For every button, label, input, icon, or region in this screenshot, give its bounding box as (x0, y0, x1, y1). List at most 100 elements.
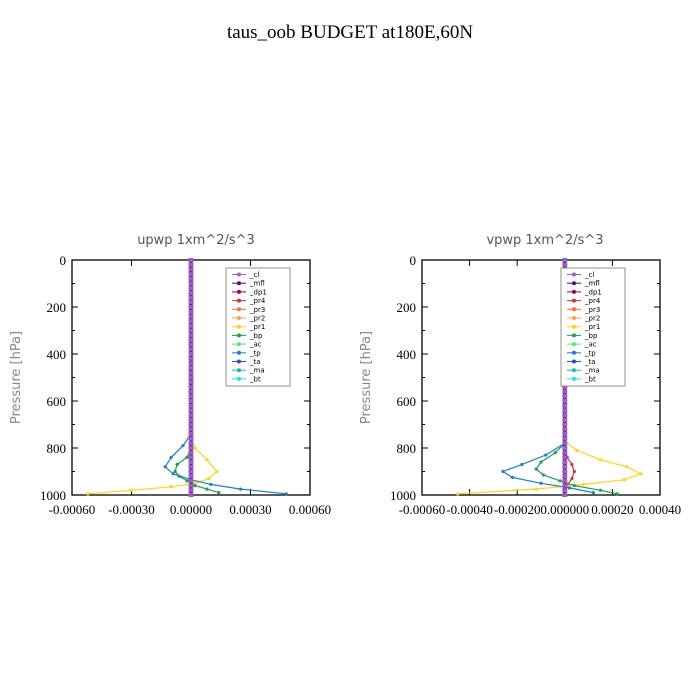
legend-label: _tp (584, 349, 596, 357)
series-point-bp (572, 484, 576, 488)
series-point-pr1 (456, 492, 460, 496)
legend-label: _cl (584, 271, 594, 279)
x-tick-label: 0.000000 (540, 502, 589, 517)
zero-profile-marker (562, 427, 568, 432)
series-point-bp (598, 488, 603, 492)
zero-profile-marker (562, 441, 568, 446)
legend-label: _ta (584, 358, 596, 366)
zero-profile-marker (188, 478, 194, 483)
series-point-pr1 (534, 487, 538, 491)
zero-profile-marker (562, 408, 568, 413)
legend-label: _pr2 (249, 315, 265, 323)
series-point-pr1 (169, 485, 173, 489)
x-tick-label: -0.00060 (399, 502, 446, 517)
series-line-pr1 (457, 440, 643, 495)
legend-marker (237, 298, 241, 303)
series-point-pr1 (207, 476, 211, 481)
legend-label: _ma (584, 367, 600, 375)
zero-profile-marker (188, 361, 194, 366)
zero-profile-marker (562, 436, 568, 441)
series-point-pr1 (625, 465, 629, 469)
series-point-pr4 (570, 476, 574, 481)
legend-label: _pr3 (249, 306, 265, 314)
legend-label: _pr3 (584, 306, 600, 314)
y-tick-label: 1000 (390, 488, 416, 503)
legend-label: _tp (249, 349, 261, 357)
y-tick-label: 200 (397, 300, 417, 315)
legend-label: _bp (584, 332, 598, 340)
zero-profile-marker (188, 460, 194, 465)
zero-profile-marker (562, 417, 568, 422)
zero-profile-marker (188, 431, 194, 436)
panel-title: upwp 1xm^2/s^3 (137, 233, 255, 248)
zero-profile-marker (562, 394, 568, 399)
y-tick-label: 0 (410, 253, 417, 268)
legend-label: _bp (249, 332, 263, 340)
zero-profile-marker (562, 446, 568, 450)
legend-marker (572, 368, 576, 373)
zero-profile-marker (562, 493, 568, 497)
zero-profile-marker (188, 319, 194, 324)
x-tick-label: -0.00060 (49, 502, 96, 517)
zero-profile-marker (562, 455, 568, 460)
zero-profile-marker (188, 262, 194, 267)
zero-profile-marker (188, 286, 194, 291)
series-point-bp (175, 462, 179, 467)
zero-profile-marker (188, 455, 194, 460)
zero-profile-marker (562, 488, 568, 493)
y-axis-label: Pressure [hPa] (9, 331, 24, 424)
legend-marker (572, 359, 576, 364)
legend-marker (237, 333, 241, 338)
legend-label: _bt (584, 375, 596, 383)
zero-profile-marker (188, 295, 194, 300)
series-point-bp (185, 479, 189, 483)
series-point-pr1 (598, 458, 603, 462)
zero-profile-marker (188, 342, 194, 347)
series-point-bp (193, 484, 197, 488)
series-point-tp (539, 481, 543, 485)
y-tick-label: 1000 (40, 488, 66, 503)
series-point-bp (534, 467, 538, 471)
legend-marker (572, 324, 576, 329)
y-tick-label: 800 (47, 441, 67, 456)
legend-marker (237, 342, 241, 347)
legend-marker (237, 350, 241, 355)
zero-profile-marker (188, 380, 194, 385)
legend-marker (572, 350, 576, 355)
zero-profile-marker (188, 337, 194, 342)
legend-marker (572, 333, 576, 338)
zero-profile-marker (188, 464, 194, 469)
legend-label: _ta (249, 358, 261, 366)
series-point-pr1 (193, 481, 197, 485)
zero-profile-marker (188, 436, 194, 441)
zero-profile-marker (188, 474, 194, 479)
legend-label: _pr4 (584, 297, 601, 305)
x-tick-label: 0.00000 (170, 502, 212, 517)
series-point-bp (558, 479, 562, 483)
legend-label: _pr1 (584, 323, 600, 331)
legend-marker (572, 272, 576, 277)
zero-profile-marker (188, 352, 194, 356)
zero-profile-marker (562, 474, 568, 479)
series-point-pr4 (570, 462, 574, 467)
series-point-tp (209, 482, 213, 487)
series-point-bp (205, 487, 209, 491)
legend-label: _cl (249, 271, 259, 279)
zero-profile-marker (188, 258, 194, 262)
zero-profile-marker (562, 403, 568, 408)
legend-label: _ma (249, 367, 265, 375)
y-tick-label: 200 (47, 300, 67, 315)
series-point-pr1 (86, 492, 90, 496)
legend-marker (237, 368, 241, 373)
series-point-bp (173, 469, 177, 474)
zero-profile-marker (188, 389, 194, 394)
zero-profile-marker (188, 399, 194, 403)
legend-marker (572, 281, 576, 286)
legend-label: _ac (249, 341, 262, 349)
series-point-tp (591, 491, 595, 495)
zero-profile-marker (188, 413, 194, 418)
zero-profile-marker (188, 328, 194, 333)
x-tick-label: -0.00030 (108, 502, 155, 517)
legend-marker (237, 359, 241, 364)
